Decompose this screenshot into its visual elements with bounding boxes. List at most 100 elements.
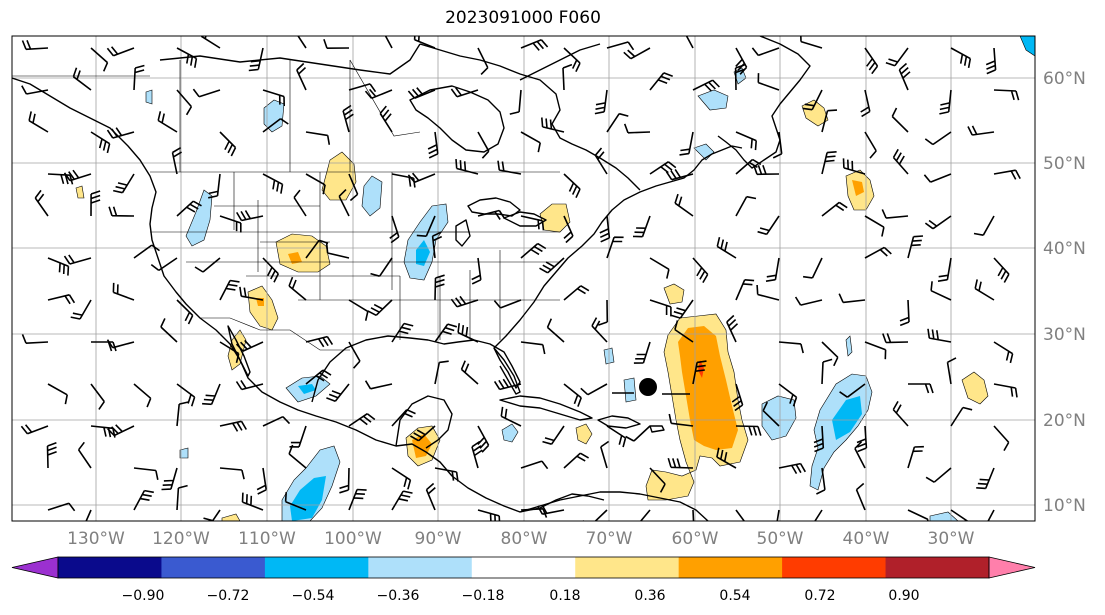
lon-label: 120°W bbox=[152, 529, 210, 549]
wind-barb bbox=[133, 244, 160, 259]
wind-barb bbox=[765, 257, 780, 282]
wind-barb bbox=[284, 492, 307, 511]
wind-barb bbox=[241, 492, 264, 511]
wind-barb bbox=[262, 89, 285, 107]
wind-barb bbox=[457, 323, 479, 343]
wind-barb bbox=[623, 47, 651, 60]
wind-barb bbox=[379, 105, 393, 133]
wind-barb bbox=[946, 357, 957, 385]
wind-barb bbox=[735, 195, 757, 217]
wind-barb bbox=[236, 210, 264, 222]
wind-barb bbox=[427, 131, 439, 159]
wind-barb bbox=[391, 490, 413, 511]
wind-barb bbox=[814, 509, 823, 521]
wind-barb bbox=[685, 36, 694, 49]
wind-barb bbox=[838, 293, 866, 304]
wind-barb bbox=[471, 257, 482, 285]
wind-barb bbox=[497, 160, 522, 175]
colorbar-tick-label: −0.36 bbox=[377, 588, 420, 604]
lon-label: 80°W bbox=[501, 529, 548, 549]
wind-barb bbox=[72, 67, 92, 91]
wind-barb bbox=[692, 79, 720, 92]
wind-barb bbox=[342, 104, 354, 133]
wind-barb bbox=[606, 236, 624, 259]
wind-barb bbox=[176, 299, 194, 325]
wind-barb bbox=[892, 401, 909, 427]
wind-barb bbox=[778, 383, 798, 407]
wind-barb bbox=[606, 112, 629, 133]
wind-barb bbox=[107, 424, 135, 437]
wind-barb bbox=[106, 339, 135, 349]
colorbar-frame bbox=[57, 556, 990, 579]
wind-barb bbox=[434, 467, 459, 482]
wind-barb bbox=[338, 189, 350, 217]
wind-barb bbox=[546, 318, 565, 343]
wind-barb bbox=[925, 467, 952, 483]
wind-barb bbox=[757, 73, 780, 91]
wind-barb bbox=[113, 173, 135, 194]
wind-barb bbox=[802, 89, 823, 111]
wind-barb bbox=[239, 286, 264, 301]
wind-barb bbox=[202, 383, 221, 406]
colorbar-segment bbox=[161, 557, 266, 578]
colorbar-extend-low bbox=[11, 556, 59, 579]
lat-label: 30°N bbox=[1043, 325, 1086, 345]
wind-barb bbox=[323, 38, 350, 49]
lon-label: 110°W bbox=[238, 529, 296, 549]
wind-barb bbox=[77, 441, 92, 469]
colorbar-segment bbox=[58, 557, 162, 578]
lon-label: 60°W bbox=[672, 529, 719, 549]
wind-barb bbox=[520, 215, 545, 231]
wind-barb bbox=[219, 341, 240, 363]
lon-label: 90°W bbox=[415, 529, 462, 549]
wind-barb bbox=[500, 406, 522, 427]
lon-label: 70°W bbox=[586, 529, 633, 549]
wind-barb bbox=[891, 107, 909, 133]
longitude-labels: 130°W 120°W 110°W 100°W 90°W 80°W 70°W 6… bbox=[67, 529, 975, 549]
lon-label: 50°W bbox=[757, 529, 804, 549]
wind-barb bbox=[563, 215, 574, 244]
wind-barb bbox=[674, 193, 694, 217]
wind-barb bbox=[993, 89, 1020, 101]
wind-barb bbox=[208, 173, 221, 199]
wind-barb bbox=[899, 299, 910, 327]
colorbar-tick-labels: −0.90 −0.72 −0.54 −0.36 −0.18 0.18 0.36 … bbox=[122, 588, 920, 604]
wind-barb bbox=[864, 341, 887, 360]
wind-barb bbox=[477, 425, 490, 453]
wind-barb bbox=[28, 111, 49, 133]
wind-barb bbox=[976, 467, 995, 490]
wind-barb bbox=[950, 406, 973, 427]
wind-barb bbox=[854, 441, 866, 469]
wind-barb bbox=[907, 445, 924, 469]
lon-label: 40°W bbox=[843, 529, 890, 549]
wind-barb bbox=[735, 47, 748, 75]
wind-barb bbox=[594, 89, 608, 115]
wind-barb bbox=[348, 173, 359, 202]
wind-barb bbox=[262, 118, 289, 133]
wind-barb bbox=[898, 62, 911, 91]
wind-barb bbox=[606, 41, 635, 51]
wind-barb bbox=[864, 215, 885, 237]
wind-barb bbox=[133, 64, 145, 91]
colorbar-tick-label: −0.54 bbox=[292, 588, 335, 604]
wind-barb bbox=[248, 47, 264, 72]
wind-barb bbox=[235, 339, 264, 352]
wind-barb bbox=[477, 131, 490, 159]
wind-barb bbox=[606, 425, 627, 448]
map-frame bbox=[11, 35, 1036, 522]
wind-barb bbox=[90, 131, 111, 154]
wind-barb bbox=[46, 442, 57, 469]
wind-barb bbox=[21, 85, 49, 95]
storm-center-marker bbox=[612, 378, 690, 396]
wind-barb bbox=[520, 39, 549, 51]
wind-barb bbox=[410, 425, 436, 442]
wind-barb bbox=[563, 452, 589, 469]
wind-barb bbox=[973, 215, 995, 236]
wind-barb bbox=[391, 467, 412, 490]
wind-barb bbox=[348, 488, 367, 511]
wind-barb bbox=[63, 254, 92, 265]
wind-barb bbox=[692, 257, 709, 284]
wind-barb bbox=[416, 215, 436, 237]
map-plot-area bbox=[12, 36, 1035, 521]
wind-barb bbox=[326, 383, 350, 402]
